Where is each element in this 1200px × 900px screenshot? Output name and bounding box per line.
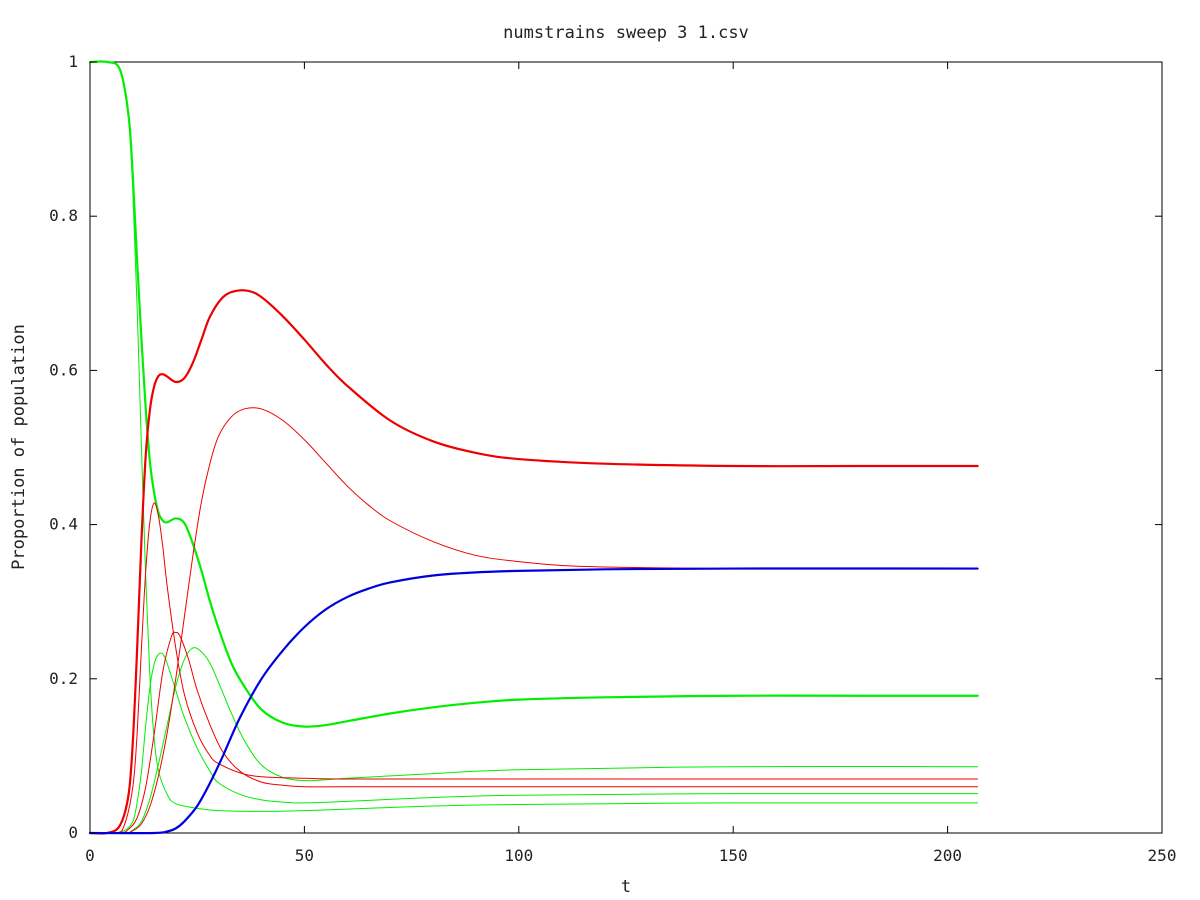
series-line-2 (89, 60, 979, 812)
series-line-1 (88, 60, 979, 728)
x-tick-label: 100 (504, 846, 533, 865)
x-tick-label: 200 (933, 846, 962, 865)
series-line-8 (89, 407, 979, 834)
y-tick-label: 1 (68, 52, 78, 71)
plot-frame (89, 61, 1163, 834)
chart-title: numstrains sweep 3 1.csv (503, 23, 749, 43)
x-tick-label: 0 (85, 846, 95, 865)
y-tick-label: 0.6 (49, 360, 78, 379)
y-tick-label: 0.4 (49, 515, 78, 534)
series-line-9 (88, 567, 979, 835)
series-line-7 (89, 631, 979, 834)
x-axis-label: t (621, 877, 631, 897)
y-axis-label: Proportion of population (9, 324, 29, 570)
plot-area (89, 61, 1163, 834)
y-tick-label: 0 (68, 823, 78, 842)
tick-layer: 0 50 100 150 200 250 0 0.2 0.4 0.6 0.8 1 (49, 52, 1176, 865)
x-tick-label: 50 (295, 846, 314, 865)
series-line-4 (89, 647, 979, 834)
x-tick-label: 250 (1148, 846, 1177, 865)
y-tick-label: 0.2 (49, 669, 78, 688)
series-layer (88, 60, 979, 835)
series-line-5 (88, 289, 979, 835)
series-line-3 (89, 652, 979, 834)
series-line-6 (89, 502, 979, 835)
y-tick-label: 0.8 (49, 206, 78, 225)
x-tick-label: 150 (719, 846, 748, 865)
